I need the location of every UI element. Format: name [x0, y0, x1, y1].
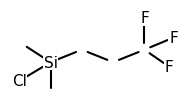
Text: F: F	[140, 11, 149, 26]
Text: F: F	[169, 31, 178, 46]
Text: Si: Si	[43, 55, 58, 70]
Text: F: F	[165, 60, 173, 74]
Text: Cl: Cl	[12, 74, 27, 89]
